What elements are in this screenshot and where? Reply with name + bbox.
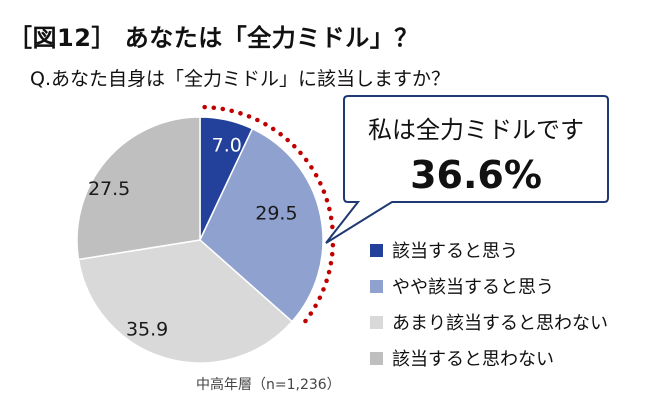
legend-item-rarely-applies: あまり該当すると思わない [370,304,608,340]
slice-does-not-apply [76,116,201,261]
legend-item-does-not-apply: 該当すると思わない [370,340,608,376]
legend-label: やや該当すると思う [392,277,554,298]
slice-somewhat-applies [199,127,324,323]
slice-value-label: 27.5 [88,178,130,200]
legend-label: あまり該当すると思わない [392,313,608,334]
legend-label: 該当すると思う [392,241,518,262]
legend: 該当すると思うやや該当すると思うあまり該当すると思わない 該当すると思わない [370,232,608,376]
callout-label: 私は全力ミドルです [368,116,584,144]
callout-percentage: 36.6% [410,153,542,197]
highlight-dotted-arc [202,104,336,327]
legend-item-applies: 該当すると思う [370,232,608,268]
slice-value-label: 7.0 [212,134,242,156]
sample-size-note: 中高年層（n=1,236） [196,377,341,393]
question-text: Q.あなた自身は「全力ミドル」に該当しますか？ [30,68,450,90]
callout-bubble [325,95,609,244]
chart-title: ［図12］ あなたは「全力ミドル」？ [8,24,419,52]
legend-label: 該当すると思わない [392,349,554,370]
legend-swatch [370,279,383,293]
slice-value-label: 29.5 [255,202,297,224]
legend-item-somewhat-applies: やや該当すると思う [370,268,608,304]
legend-swatch [370,243,383,257]
legend-swatch [370,315,383,329]
legend-swatch [370,351,383,365]
slice-rarely-applies [77,239,294,364]
slice-value-label: 35.9 [126,319,168,341]
